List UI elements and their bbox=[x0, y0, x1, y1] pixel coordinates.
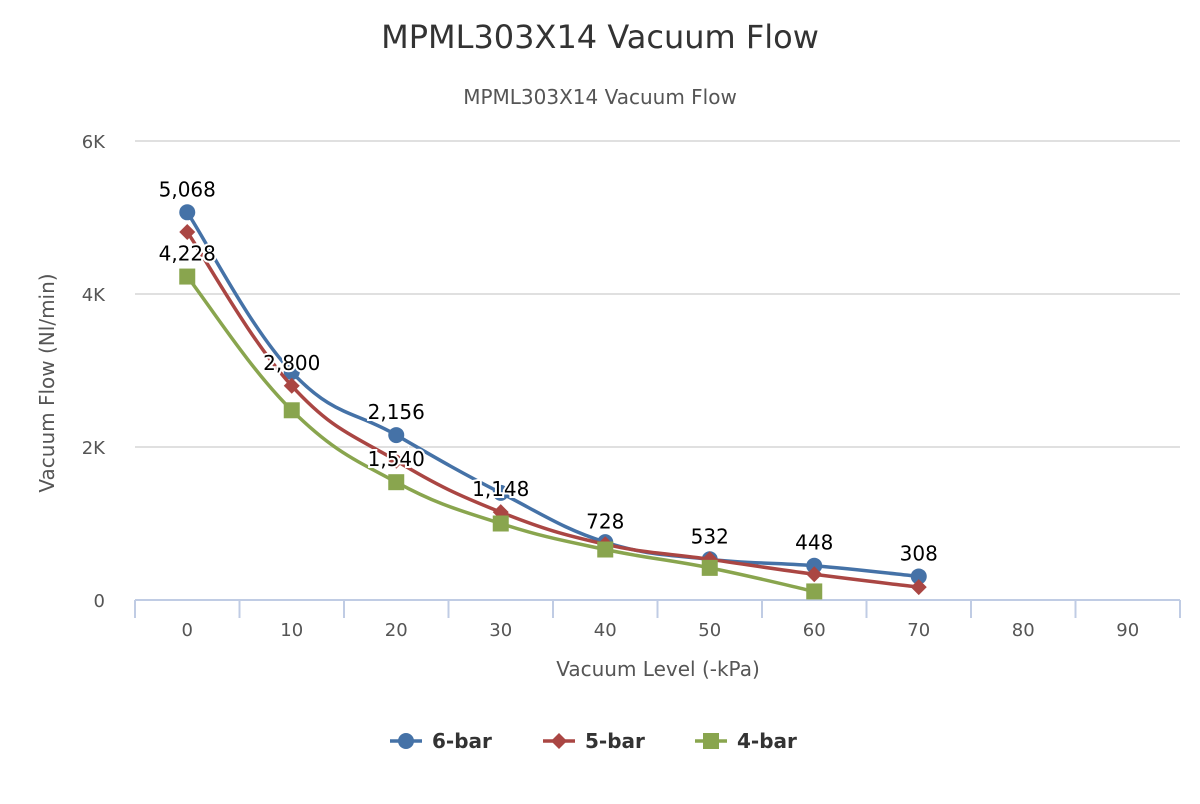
legend-item-5-bar[interactable]: 5-bar bbox=[543, 729, 645, 753]
series-6-bar bbox=[179, 204, 927, 585]
x-tick-label: 40 bbox=[594, 620, 617, 641]
data-point-5-bar bbox=[806, 566, 823, 583]
data-point-6-bar bbox=[806, 557, 823, 574]
data-point-4-bar bbox=[179, 268, 196, 285]
data-point-6-bar bbox=[283, 364, 300, 381]
data-point-4-bar bbox=[388, 474, 405, 491]
data-label: 1,540 bbox=[368, 447, 425, 471]
data-label: 4,228 bbox=[159, 242, 216, 266]
x-axis-label: Vacuum Level (-kPa) bbox=[556, 657, 760, 681]
square-icon bbox=[703, 733, 719, 749]
data-label: 308 bbox=[900, 541, 938, 565]
data-point-5-bar bbox=[388, 452, 405, 469]
x-tick-label: 20 bbox=[385, 620, 408, 641]
data-point-4-bar bbox=[701, 559, 718, 576]
data-label: 2,156 bbox=[368, 400, 425, 424]
data-point-6-bar bbox=[492, 484, 509, 501]
series-line-6-bar bbox=[185, 211, 919, 579]
y-tick-label: 6K bbox=[82, 132, 106, 153]
y-tick-label: 2K bbox=[82, 438, 106, 459]
legend-label: 6-bar bbox=[432, 729, 492, 753]
data-label: 1,148 bbox=[472, 477, 529, 501]
data-point-4-bar bbox=[597, 541, 614, 558]
series-4-bar bbox=[179, 268, 823, 600]
x-tick-label: 30 bbox=[489, 620, 512, 641]
data-point-6-bar bbox=[388, 427, 405, 444]
x-tick-label: 80 bbox=[1012, 620, 1035, 641]
x-tick-label: 0 bbox=[182, 620, 193, 641]
legend-label: 4-bar bbox=[737, 729, 797, 753]
data-point-4-bar bbox=[492, 515, 509, 532]
x-tick-label: 90 bbox=[1116, 620, 1139, 641]
series-5-bar bbox=[179, 224, 927, 596]
y-tick-label: 4K bbox=[82, 285, 106, 306]
y-tick-label: 0 bbox=[94, 591, 105, 612]
data-point-4-bar bbox=[806, 583, 823, 600]
data-point-5-bar bbox=[179, 224, 196, 241]
data-point-4-bar bbox=[283, 402, 300, 419]
diamond-icon bbox=[551, 733, 567, 749]
data-label: 5,068 bbox=[159, 177, 216, 201]
circle-icon bbox=[398, 733, 414, 749]
data-label: 728 bbox=[586, 509, 624, 533]
data-point-6-bar bbox=[179, 204, 196, 221]
y-axis-label: Vacuum Flow (Nl/min) bbox=[35, 273, 59, 492]
data-label: 448 bbox=[795, 531, 833, 555]
legend-item-4-bar[interactable]: 4-bar bbox=[695, 729, 797, 753]
legend-label: 5-bar bbox=[585, 729, 645, 753]
x-tick-label: 10 bbox=[280, 620, 303, 641]
data-point-5-bar bbox=[910, 579, 927, 596]
x-tick-label: 60 bbox=[803, 620, 826, 641]
data-label: 2,800 bbox=[263, 351, 320, 375]
data-point-5-bar bbox=[283, 377, 300, 394]
data-point-6-bar bbox=[910, 568, 927, 585]
chart-title: MPML303X14 Vacuum Flow bbox=[381, 18, 819, 56]
x-tick-label: 70 bbox=[907, 620, 930, 641]
legend-item-6-bar[interactable]: 6-bar bbox=[390, 729, 492, 753]
chart-subtitle: MPML303X14 Vacuum Flow bbox=[463, 85, 737, 109]
data-label: 532 bbox=[691, 524, 729, 548]
x-tick-label: 50 bbox=[698, 620, 721, 641]
